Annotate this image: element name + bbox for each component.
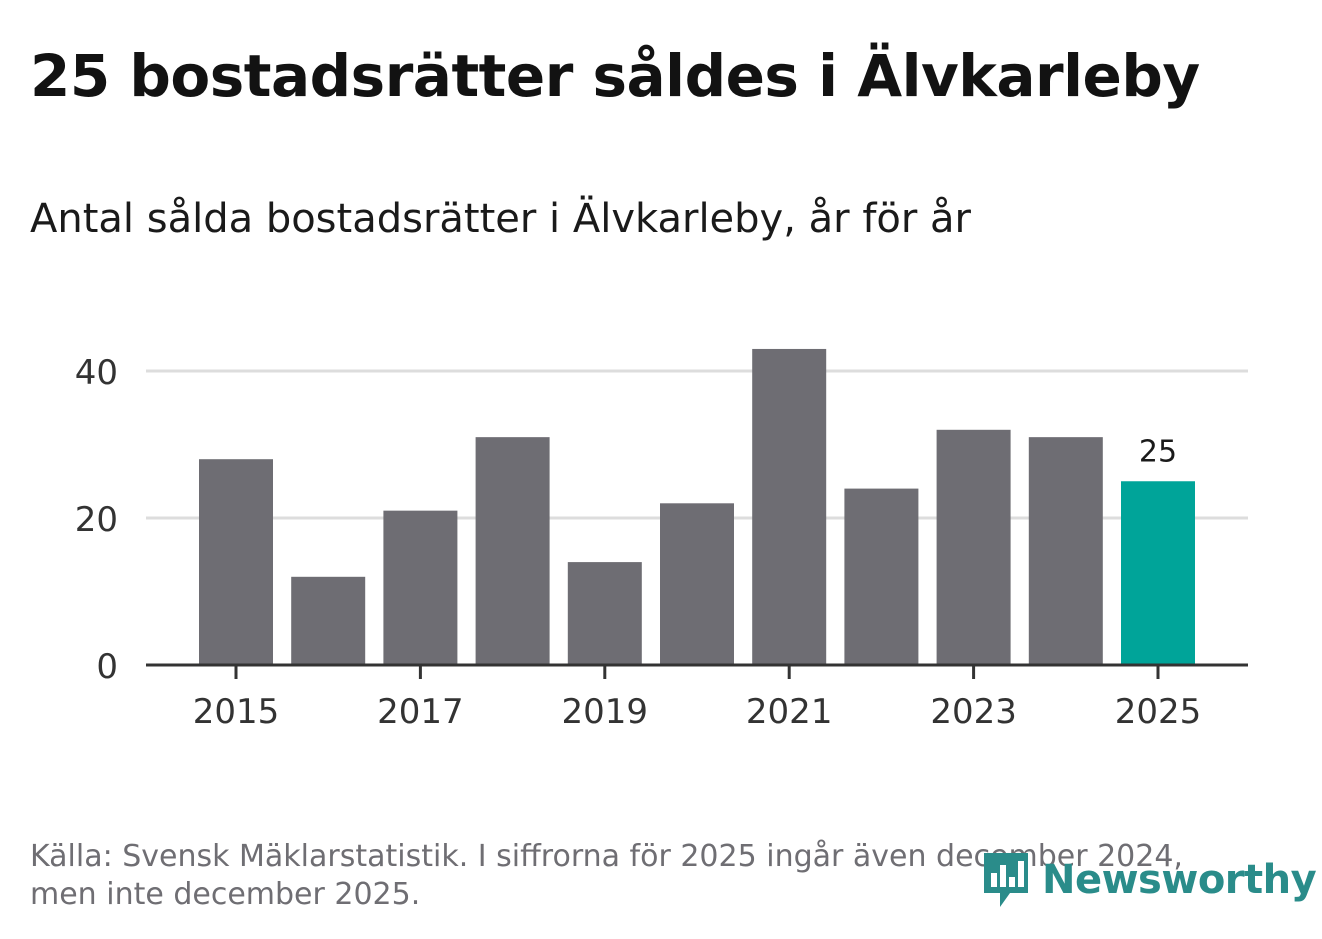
- data-label-2025: 25: [1139, 434, 1177, 469]
- bar-layer: [199, 348, 1195, 665]
- bar-2015: [199, 459, 273, 665]
- x-tick-label-2021: 2021: [746, 692, 833, 732]
- bar-2024: [1028, 437, 1103, 665]
- bar-2025: [1121, 481, 1195, 665]
- x-tick-label-2023: 2023: [930, 692, 1017, 732]
- axis-layer: [146, 663, 1248, 679]
- newsworthy-logo: Newsworthy: [980, 848, 1317, 912]
- page-title: 25 bostadsrätter såldes i Älvkarleby: [30, 42, 1200, 110]
- bar-2016: [291, 576, 366, 665]
- bar-chart-speech-bubble-icon: [984, 853, 1028, 907]
- label-layer: 0 20 40 25 2015 2017 2019 2021 2023 2025: [75, 353, 1202, 732]
- bar-2022: [844, 488, 919, 665]
- y-tick-label-20: 20: [75, 500, 118, 540]
- bar-2018: [475, 437, 550, 665]
- chart-subtitle: Antal sålda bostadsrätter i Älvkarleby, …: [30, 196, 971, 242]
- y-tick-label-0: 0: [96, 647, 118, 687]
- x-tick-label-2025: 2025: [1115, 692, 1202, 732]
- x-tick-label-2015: 2015: [193, 692, 280, 732]
- y-tick-label-40: 40: [75, 353, 118, 393]
- bar-2017: [383, 510, 458, 665]
- logo-text: Newsworthy: [1042, 857, 1317, 903]
- bar-2019: [567, 562, 642, 665]
- x-tick-label-2017: 2017: [377, 692, 464, 732]
- bar-2021: [752, 348, 827, 665]
- bar-2023: [936, 429, 1011, 665]
- x-tick-label-2019: 2019: [562, 692, 649, 732]
- bar-2020: [660, 503, 734, 665]
